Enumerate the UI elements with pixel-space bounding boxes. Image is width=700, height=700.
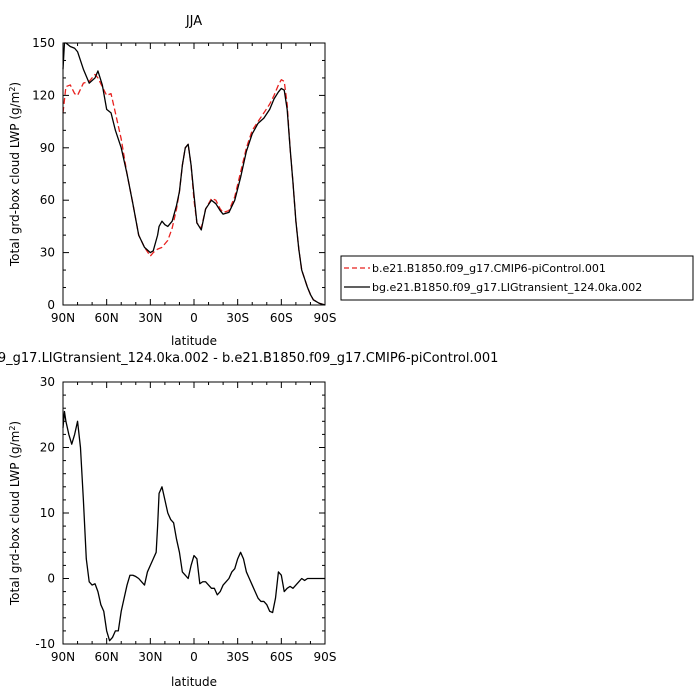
bottom-x-tick-label: 90S [314,650,337,664]
bottom-chart-title: bg.e21.B1850.f09_g17.LIGtransient_124.0k… [0,351,498,366]
top-x-tick-label: 90S [314,311,337,325]
bottom-x-tick-label: 30N [138,650,162,664]
bottom-y-tick-label: 0 [47,572,55,586]
top-chart-title: JJA [185,14,202,29]
top-x-tick-label: 90N [51,311,75,325]
top-x-tick-label: 0 [190,311,198,325]
bottom-plot-frame [62,381,326,645]
bottom-x-tick-label: 30S [226,650,249,664]
top-y-tick-label: 150 [32,36,55,50]
legend-label-series-1: b.e21.B1850.f09_g17.CMIP6-piControl.001 [372,262,606,275]
top-series-line-2 [62,42,326,306]
top-y-tick-label: 30 [40,246,55,260]
top-x-tick-label: 30N [138,311,162,325]
top-y-tick-label: 60 [40,193,55,207]
bottom-x-axis-label: latitude [171,675,217,689]
top-x-tick-label: 30S [226,311,249,325]
bottom-x-tick-label: 0 [190,650,198,664]
top-plot-frame [62,42,326,306]
top-y-axis-label: Total grd-box cloud LWP (g/m2) [8,82,23,267]
bottom-y-tick-label: -10 [35,637,55,651]
bottom-y-tick-label: 30 [40,375,55,389]
bottom-x-tick-label: 90N [51,650,75,664]
legend: b.e21.B1850.f09_g17.CMIP6-piControl.001 … [340,255,694,301]
top-panel: JJA 90N 60N 30N 0 30S 60S 90S 0 30 60 90 120 150 lat… [8,14,694,348]
bottom-panel: bg.e21.B1850.f09_g17.LIGtransient_124.0k… [0,351,498,689]
legend-label-series-2: bg.e21.B1850.f09_g17.LIGtransient_124.0k… [372,281,642,294]
top-y-tick-label: 0 [47,298,55,312]
top-x-tick-label: 60N [95,311,119,325]
bottom-x-tick-label: 60N [95,650,119,664]
top-y-tick-label: 90 [40,141,55,155]
bottom-series-line-1 [62,410,325,642]
bottom-y-tick-label: 10 [40,506,55,520]
bottom-y-tick-label: 20 [40,441,55,455]
bottom-y-axis-label: Total grd-box cloud LWP (g/m2) [8,421,23,606]
legend-box [340,255,694,301]
bottom-x-tick-label: 60S [270,650,293,664]
top-x-axis-label: latitude [171,334,217,348]
top-y-tick-label: 120 [32,88,55,102]
top-x-tick-label: 60S [270,311,293,325]
